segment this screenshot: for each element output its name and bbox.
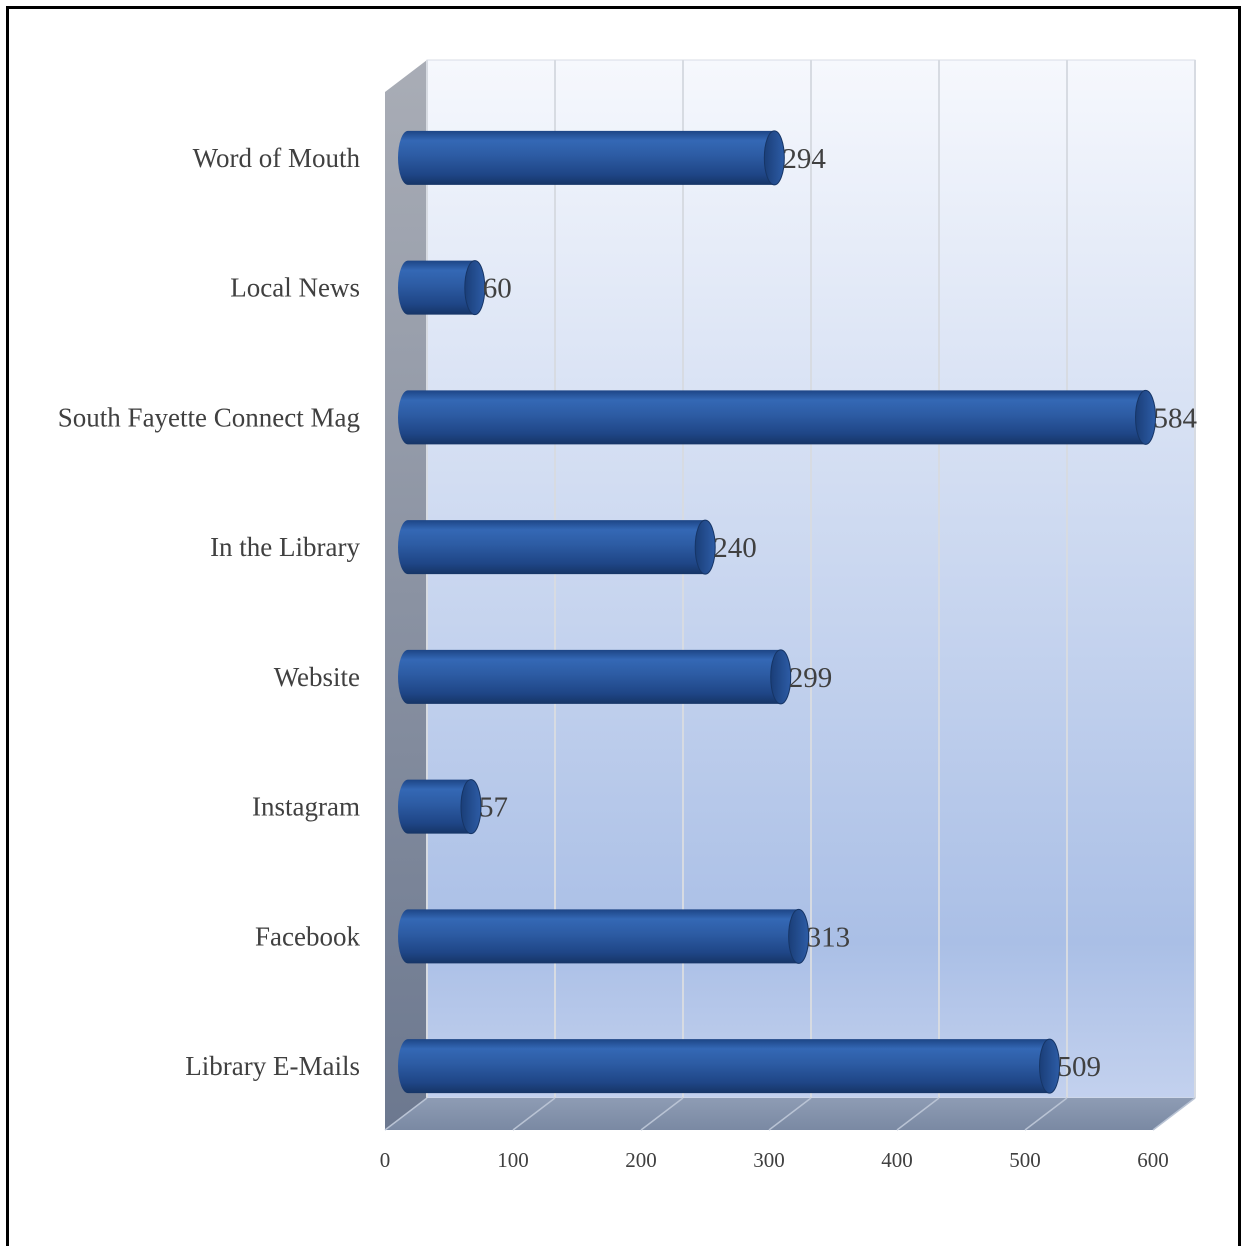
x-tick-label: 0 xyxy=(380,1148,391,1172)
y-category-label: Local News xyxy=(230,273,360,303)
data-label: 584 xyxy=(1154,402,1198,434)
x-tick-label: 400 xyxy=(881,1148,913,1172)
x-tick-label: 100 xyxy=(497,1148,529,1172)
data-label: 299 xyxy=(789,662,833,694)
bar-chart: 0 100 200 300 400 500 600 294 Word of Mouth 60 Loc… xyxy=(58,59,1198,1172)
bar-cap xyxy=(1039,1038,1061,1094)
floor-gridline xyxy=(384,1097,428,1131)
bar-cap xyxy=(464,260,486,316)
side-wall xyxy=(385,60,427,1130)
bar xyxy=(398,649,781,704)
x-tick-label: 300 xyxy=(753,1148,785,1172)
floor-gridline xyxy=(896,1097,940,1131)
y-category-label: Instagram xyxy=(252,792,360,822)
x-tick-label: 500 xyxy=(1009,1148,1041,1172)
bar xyxy=(398,130,775,185)
bar-cap xyxy=(763,130,785,186)
bar-cap xyxy=(788,908,810,964)
bar-cap xyxy=(770,649,792,705)
floor-gridline xyxy=(640,1097,684,1131)
data-label: 313 xyxy=(807,921,851,953)
x-tick-label: 600 xyxy=(1137,1148,1169,1172)
y-category-label: Library E-Mails xyxy=(185,1051,360,1081)
bar xyxy=(398,520,706,575)
y-category-label: Word of Mouth xyxy=(193,143,361,173)
bar xyxy=(398,909,799,964)
floor-gridline xyxy=(1024,1097,1068,1131)
data-label: 60 xyxy=(483,273,512,305)
bar-cap xyxy=(460,779,482,835)
bar xyxy=(398,1039,1050,1094)
y-category-label: South Fayette Connect Mag xyxy=(58,402,360,432)
y-category-label: Facebook xyxy=(255,921,360,951)
bar xyxy=(398,260,475,315)
bar xyxy=(398,390,1146,445)
data-label: 57 xyxy=(479,792,508,824)
floor-gridline xyxy=(512,1097,556,1131)
x-tick-label: 200 xyxy=(625,1148,657,1172)
y-category-label: Website xyxy=(274,662,360,692)
bar-cap xyxy=(694,519,716,575)
y-category-label: In the Library xyxy=(210,532,360,562)
chart-frame xyxy=(6,6,1241,1246)
floor-gridline xyxy=(1152,1097,1196,1131)
bar-cap xyxy=(1135,389,1157,445)
bar xyxy=(398,779,471,834)
data-label: 294 xyxy=(782,143,826,175)
data-label: 240 xyxy=(713,532,757,564)
floor-gridline xyxy=(768,1097,812,1131)
data-label: 509 xyxy=(1058,1051,1102,1083)
